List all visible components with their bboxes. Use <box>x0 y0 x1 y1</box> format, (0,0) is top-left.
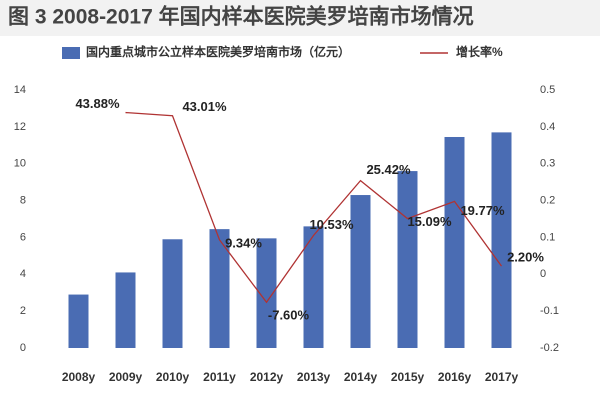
data-label: 25.42% <box>366 162 411 177</box>
y-tick-label: 10 <box>14 158 26 170</box>
bar <box>256 238 277 348</box>
growth-line <box>125 111 503 304</box>
y-tick-label: 8 <box>20 194 26 206</box>
data-label: 2.20% <box>507 250 544 265</box>
data-label: -7.60% <box>268 308 310 323</box>
y-tick-label: 4 <box>20 268 26 280</box>
x-tick-label: 2014y <box>344 370 378 384</box>
bar <box>350 195 371 348</box>
bar <box>115 272 136 348</box>
x-tick-label: 2017y <box>485 370 519 384</box>
bar <box>444 136 465 348</box>
legend-swatch <box>62 47 80 59</box>
x-tick-label: 2015y <box>391 370 425 384</box>
bar <box>397 171 418 348</box>
y-tick-label: 6 <box>20 231 26 243</box>
data-label: 10.53% <box>309 217 354 232</box>
x-tick-label: 2013y <box>297 370 331 384</box>
y2-tick-label: 0.4 <box>540 121 555 133</box>
x-tick-label: 2010y <box>156 370 190 384</box>
legend-label: 增长率% <box>456 44 503 59</box>
y2-tick-label: 0.5 <box>540 84 555 96</box>
y-tick-label: 0 <box>20 342 26 354</box>
data-label: 43.01% <box>182 99 227 114</box>
y2-tick-label: -0.2 <box>540 342 559 354</box>
y2-tick-label: 0 <box>540 268 546 280</box>
x-tick-label: 2016y <box>438 370 472 384</box>
y2-tick-label: 0.3 <box>540 158 555 170</box>
bar <box>162 239 183 348</box>
y-tick-label: 12 <box>14 121 26 133</box>
data-label: 15.09% <box>407 214 452 229</box>
y2-tick-label: -0.1 <box>540 305 559 317</box>
bar <box>68 294 89 348</box>
bar <box>209 229 230 348</box>
chart-title: 图 3 2008-2017 年国内样本医院美罗培南市场情况 <box>8 5 474 29</box>
x-tick-label: 2009y <box>109 370 143 384</box>
y-tick-label: 14 <box>14 84 26 96</box>
x-tick-label: 2008y <box>62 370 96 384</box>
title-background <box>0 0 600 36</box>
y2-tick-label: 0.1 <box>540 231 555 243</box>
x-tick-label: 2012y <box>250 370 284 384</box>
legend-label: 国内重点城市公立样本医院美罗培南市场（亿元） <box>86 44 350 59</box>
y-tick-label: 2 <box>20 305 26 317</box>
bar <box>303 226 324 348</box>
data-label: 43.88% <box>75 96 120 111</box>
data-label: 9.34% <box>225 235 262 250</box>
data-label: 19.77% <box>460 203 505 218</box>
y2-tick-label: 0.2 <box>540 194 555 206</box>
x-tick-label: 2011y <box>203 370 236 384</box>
bar <box>491 132 512 348</box>
